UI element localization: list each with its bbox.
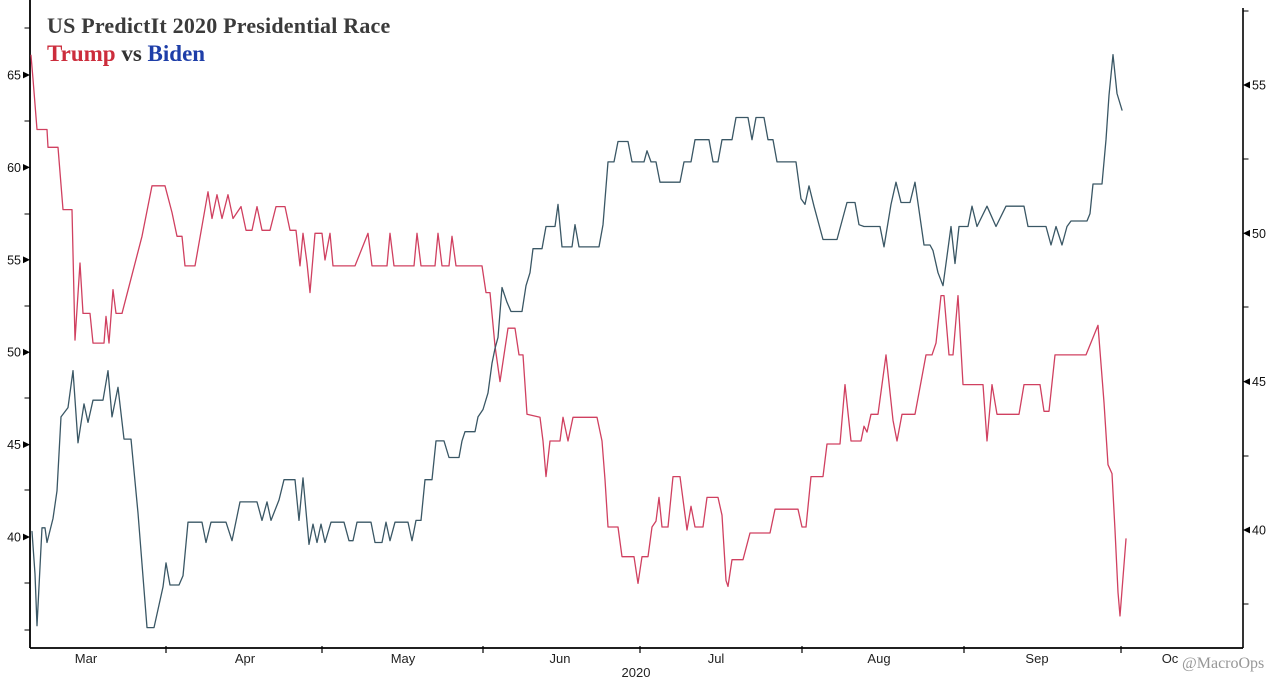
right-axis-tick-label: 45 [1252, 375, 1266, 389]
right-axis-tick-label: 55 [1252, 78, 1266, 92]
left-axis-tick-arrow [23, 164, 30, 171]
left-axis-tick-label: 60 [7, 161, 21, 175]
legend-biden: Biden [147, 40, 206, 66]
right-axis-tick-label: 50 [1252, 227, 1266, 241]
legend-vs: vs [115, 40, 148, 66]
x-axis-month-label: Jul [708, 651, 725, 666]
trump-price-line [30, 54, 1127, 617]
x-axis-month-label: Oc [1162, 651, 1179, 666]
x-axis-month-label: Sep [1025, 651, 1048, 666]
x-axis-month-label: Aug [867, 651, 890, 666]
x-axis-month-label: Apr [235, 651, 256, 666]
left-axis-tick-label: 65 [7, 69, 21, 83]
left-axis-tick-label: 55 [7, 253, 21, 267]
chart-title-block: US PredictIt 2020 Presidential Race Trum… [47, 12, 390, 68]
left-axis-tick-arrow [23, 256, 30, 264]
left-axis-tick-arrow [23, 441, 30, 448]
x-axis-month-label: May [391, 651, 416, 666]
chart-subtitle: Trump vs Biden [47, 40, 390, 69]
x-axis-month-label: Jun [550, 651, 571, 666]
biden-price-line [31, 54, 1123, 629]
watermark-label: @MacroOps [1182, 655, 1264, 672]
right-axis-tick-arrow [1243, 229, 1250, 237]
left-axis-tick-arrow [23, 533, 30, 541]
legend-trump: Trump [47, 40, 116, 66]
right-axis-tick-arrow [1243, 526, 1250, 534]
left-axis-tick-label: 45 [7, 438, 21, 452]
x-axis-year-label: 2020 [622, 665, 651, 679]
left-axis-tick-label: 40 [7, 531, 21, 545]
right-axis-tick-arrow [1243, 378, 1250, 386]
left-axis-tick-arrow [23, 348, 30, 356]
right-axis-tick-arrow [1243, 81, 1250, 89]
chart-title: US PredictIt 2020 Presidential Race [47, 13, 391, 38]
right-axis-tick-label: 40 [1252, 524, 1266, 538]
left-axis-tick-label: 50 [7, 346, 21, 360]
x-axis-month-label: Mar [75, 651, 98, 666]
left-axis-tick-arrow [23, 71, 30, 79]
